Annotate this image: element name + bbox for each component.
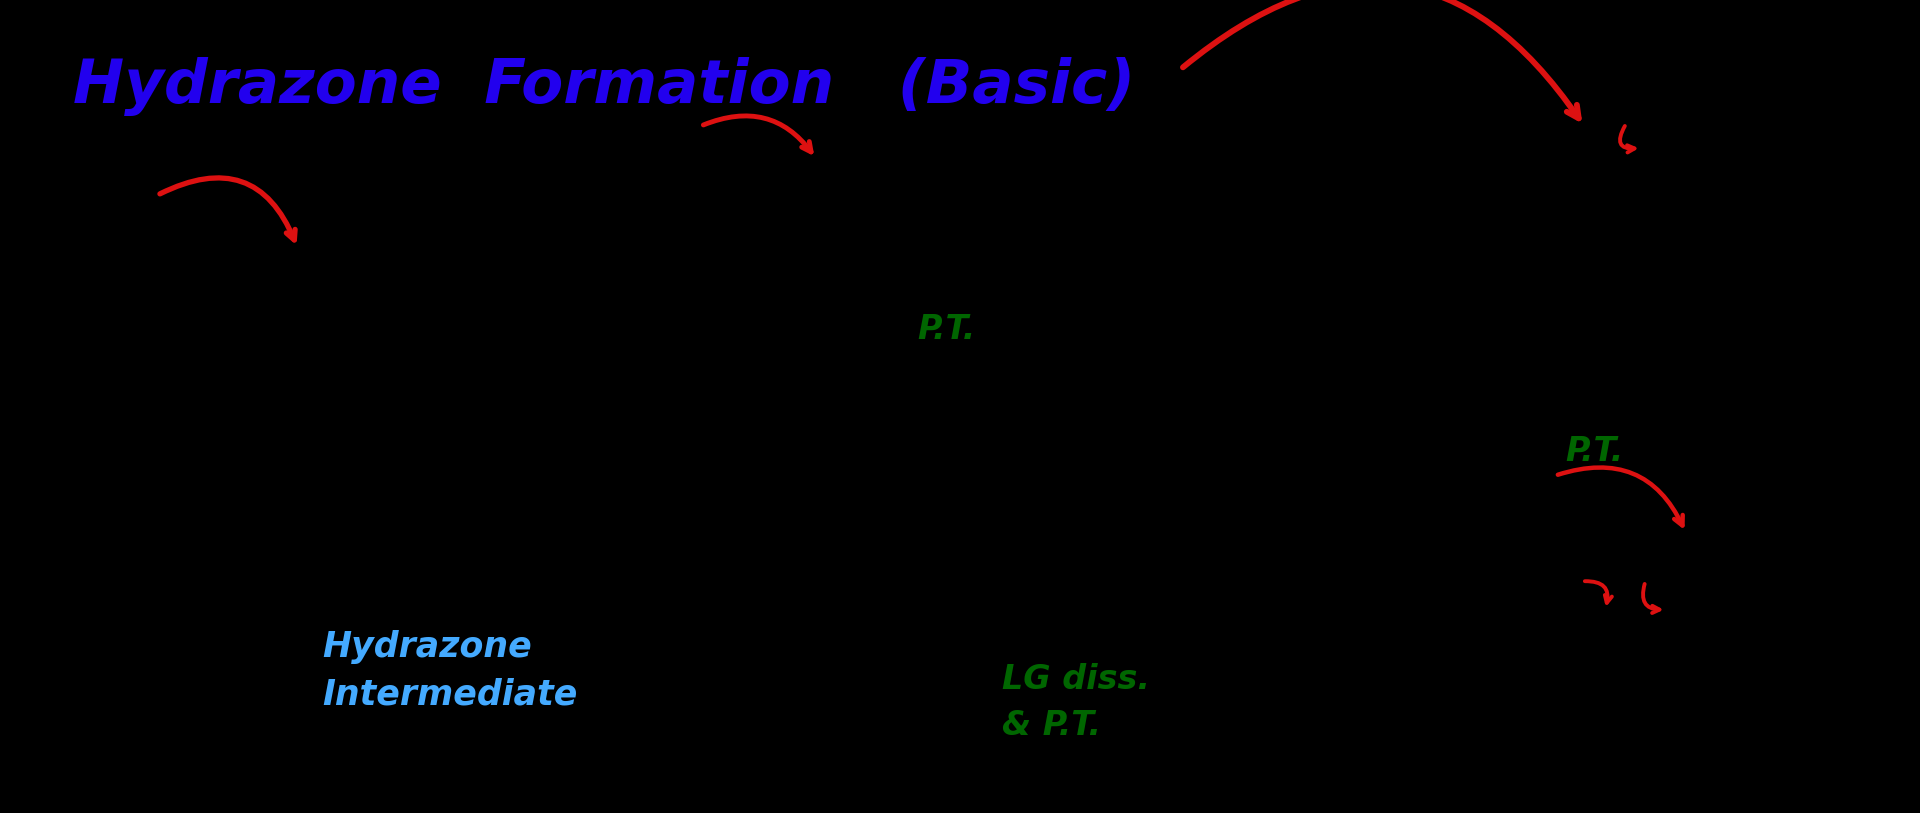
Text: Hydrazone  Formation   (Basic): Hydrazone Formation (Basic) bbox=[73, 57, 1135, 116]
Text: P.T.: P.T. bbox=[1565, 435, 1622, 468]
Text: LG diss.
& P.T.: LG diss. & P.T. bbox=[1002, 663, 1150, 741]
Text: Hydrazone
Intermediate: Hydrazone Intermediate bbox=[323, 630, 578, 711]
Text: P.T.: P.T. bbox=[918, 313, 975, 346]
